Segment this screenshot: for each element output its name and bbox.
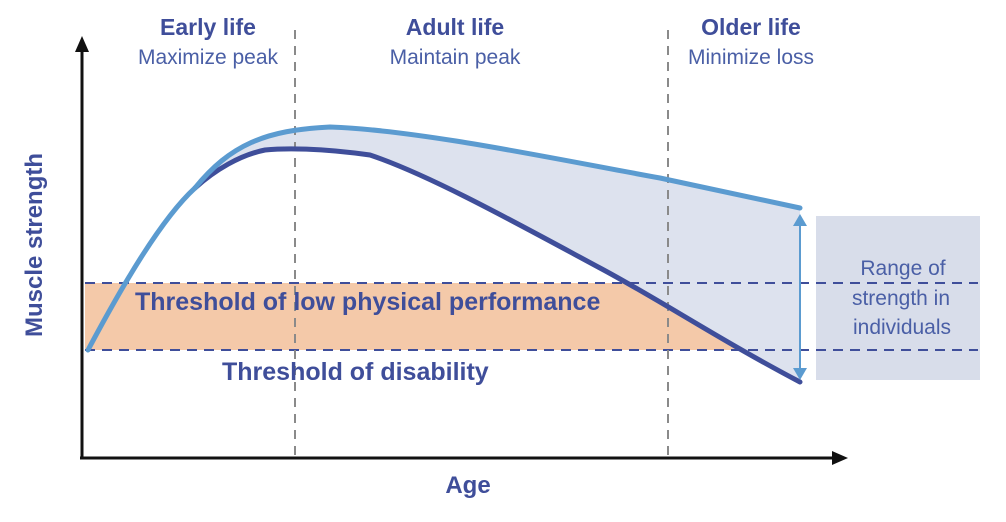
phase-subtitle-early: Maximize peak [138, 46, 279, 69]
disability-threshold-label: Threshold of disability [222, 358, 489, 386]
range-box [816, 216, 980, 380]
phase-title-adult: Adult life [406, 14, 504, 40]
range-arrow-head-bottom [793, 368, 807, 380]
y-axis-arrowhead [75, 36, 89, 52]
strength-gap-area [195, 127, 800, 382]
range-label-line-3: individuals [853, 316, 951, 339]
x-axis-arrowhead [832, 451, 848, 465]
upper-strength-curve [85, 124, 803, 353]
lower-strength-curve [192, 146, 803, 385]
range-arrow-head-top [793, 214, 807, 226]
y-axis-label: Muscle strength [21, 153, 48, 337]
low-performance-threshold-label: Threshold of low physical performance [135, 288, 600, 316]
phase-title-early: Early life [160, 14, 256, 40]
x-axis-label: Age [445, 472, 490, 499]
phase-subtitle-older: Minimize loss [688, 46, 814, 69]
range-label-line-1: Range of [860, 257, 945, 280]
range-label-line-2: strength in [852, 287, 950, 310]
phase-subtitle-adult: Maintain peak [390, 46, 521, 69]
phase-title-older: Older life [701, 14, 801, 40]
